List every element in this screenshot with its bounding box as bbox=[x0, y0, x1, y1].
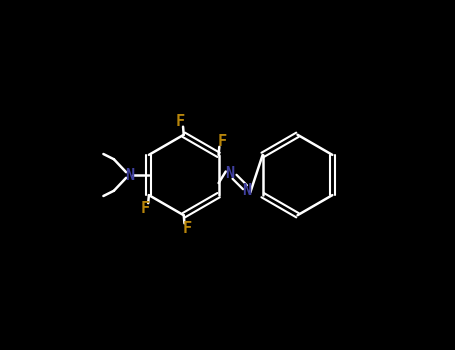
Text: N: N bbox=[225, 166, 234, 181]
Text: F: F bbox=[176, 114, 185, 129]
Text: F: F bbox=[217, 134, 227, 149]
Text: F: F bbox=[183, 221, 192, 236]
Text: N: N bbox=[242, 183, 251, 198]
Text: F: F bbox=[141, 201, 150, 216]
Text: N: N bbox=[125, 168, 134, 182]
